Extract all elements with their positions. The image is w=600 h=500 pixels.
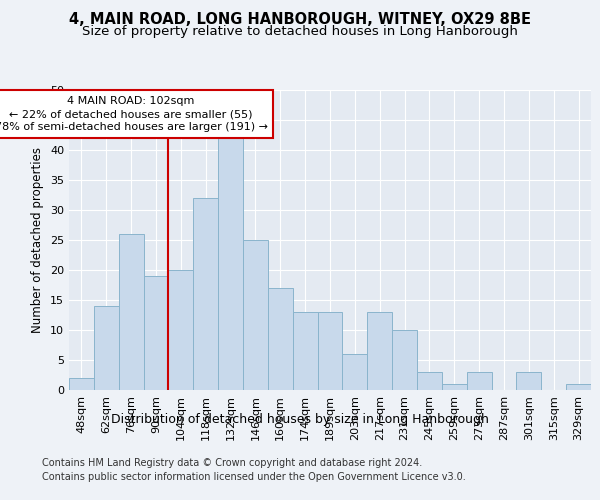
Y-axis label: Number of detached properties: Number of detached properties — [31, 147, 44, 333]
Bar — [367, 312, 392, 390]
Bar — [517, 372, 541, 390]
Bar — [218, 138, 243, 390]
Text: Contains HM Land Registry data © Crown copyright and database right 2024.: Contains HM Land Registry data © Crown c… — [42, 458, 422, 468]
Text: Distribution of detached houses by size in Long Hanborough: Distribution of detached houses by size … — [111, 412, 489, 426]
Bar — [268, 288, 293, 390]
Text: 4 MAIN ROAD: 102sqm
← 22% of detached houses are smaller (55)
78% of semi-detach: 4 MAIN ROAD: 102sqm ← 22% of detached ho… — [0, 96, 268, 132]
Bar — [467, 372, 491, 390]
Bar — [417, 372, 442, 390]
Text: Size of property relative to detached houses in Long Hanborough: Size of property relative to detached ho… — [82, 25, 518, 38]
Text: 4, MAIN ROAD, LONG HANBOROUGH, WITNEY, OX29 8BE: 4, MAIN ROAD, LONG HANBOROUGH, WITNEY, O… — [69, 12, 531, 28]
Bar — [442, 384, 467, 390]
Bar — [392, 330, 417, 390]
Bar — [243, 240, 268, 390]
Bar — [143, 276, 169, 390]
Bar — [94, 306, 119, 390]
Text: Contains public sector information licensed under the Open Government Licence v3: Contains public sector information licen… — [42, 472, 466, 482]
Bar — [343, 354, 367, 390]
Bar — [169, 270, 193, 390]
Bar — [566, 384, 591, 390]
Bar — [119, 234, 143, 390]
Bar — [193, 198, 218, 390]
Bar — [317, 312, 343, 390]
Bar — [69, 378, 94, 390]
Bar — [293, 312, 317, 390]
